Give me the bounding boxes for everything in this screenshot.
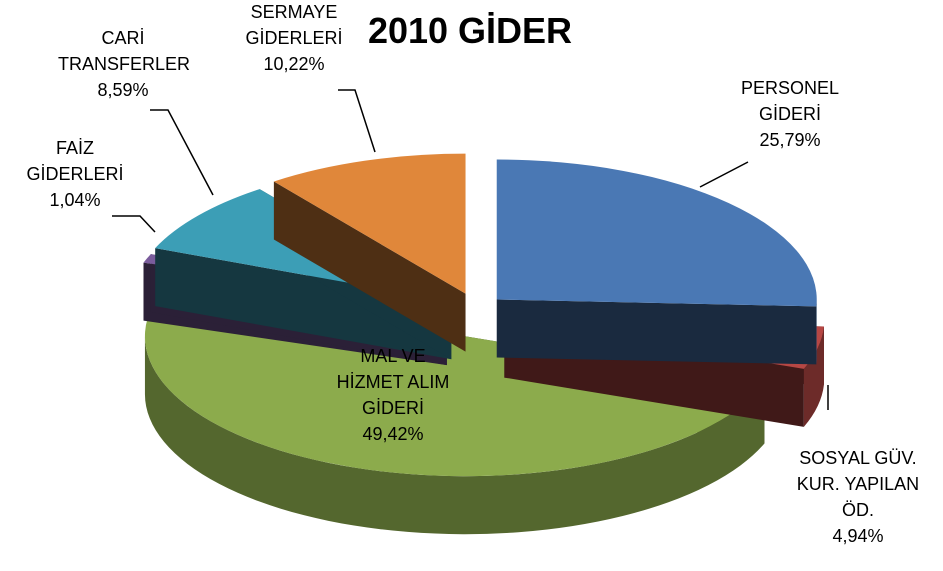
- category-label: SERMAYE GİDERLERİ: [245, 2, 343, 48]
- slice-top: [273, 153, 466, 294]
- slice-side: [155, 248, 452, 360]
- slice: [496, 159, 817, 365]
- category-label: CARİ TRANSFERLER: [58, 28, 191, 74]
- value-label: 49,42%: [362, 424, 424, 444]
- slice-side: [496, 299, 817, 365]
- value-label: 25,79%: [759, 130, 821, 150]
- data-label: CARİ TRANSFERLER 8,59%: [58, 25, 191, 103]
- value-label: 10,22%: [263, 54, 325, 74]
- slice-top: [496, 159, 817, 307]
- chart-title: 2010 GİDER: [367, 10, 573, 51]
- data-label: SOSYAL GÜV. KUR. YAPILAN ÖD. 4,94%: [783, 445, 933, 549]
- slice-side: [273, 181, 466, 352]
- data-label: SERMAYE GİDERLERİ 10,22%: [242, 0, 347, 77]
- value-label: 1,04%: [49, 190, 101, 210]
- leader-line: [699, 161, 749, 188]
- category-label: FAİZ GİDERLERİ: [26, 138, 124, 184]
- data-label: FAİZ GİDERLERİ 1,04%: [25, 135, 125, 213]
- slice-wall: [144, 336, 765, 535]
- data-label: PERSONEL GİDERİ 25,79%: [730, 75, 850, 153]
- leader-line: [338, 89, 376, 153]
- category-label: MAL VE HİZMET ALIM GİDERİ: [336, 346, 450, 418]
- data-label: MAL VE HİZMET ALIM GİDERİ 49,42%: [328, 343, 458, 447]
- leader-line: [150, 109, 214, 196]
- value-label: 4,94%: [832, 526, 884, 546]
- slice: [273, 153, 466, 352]
- slice-wall: [803, 326, 824, 427]
- leader-line: [112, 215, 156, 233]
- value-label: 8,59%: [97, 80, 149, 100]
- category-label: SOSYAL GÜV. KUR. YAPILAN ÖD.: [796, 448, 920, 520]
- category-label: PERSONEL GİDERİ: [740, 78, 840, 124]
